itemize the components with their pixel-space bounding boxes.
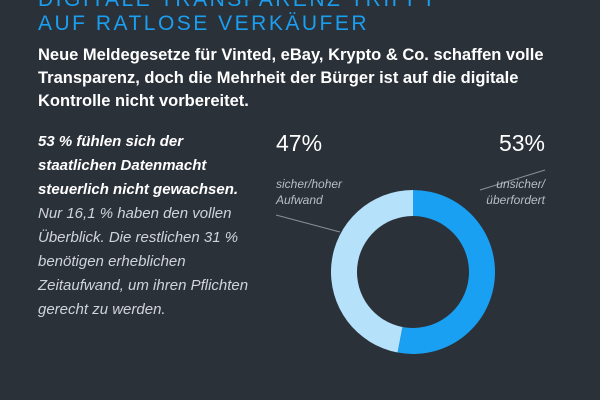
body-text: Nur 16,1 % haben den vollen Überblick. D… bbox=[38, 205, 249, 318]
title: DIGITALE TRANSPARENZ TRIFFT bbox=[38, 0, 438, 12]
value-label: 53% bbox=[498, 130, 545, 156]
value-label: 47% bbox=[276, 130, 323, 156]
category-label: unsicher/ überfordert bbox=[486, 177, 545, 207]
title: AUF RATLOSE VERKÄUFER bbox=[38, 12, 369, 35]
leader-line bbox=[275, 214, 341, 233]
leader-line bbox=[479, 169, 546, 191]
text-block: 53 % fühlen sich der staatlichen Datenma… bbox=[38, 130, 253, 322]
highlight: 53 % fühlen sich der staatlichen Datenma… bbox=[38, 133, 239, 198]
subtitle: Neue Meldegesetze für Vinted, eBay, Kryp… bbox=[38, 46, 544, 110]
donut-slice bbox=[397, 190, 496, 354]
donut-slice bbox=[331, 190, 413, 353]
category-label: sicher/hoher Aufwand bbox=[276, 177, 343, 207]
